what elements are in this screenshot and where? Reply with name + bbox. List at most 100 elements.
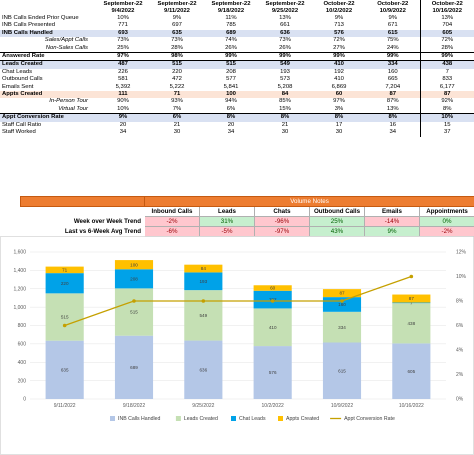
y-tick-label: 800 <box>18 323 27 329</box>
kpi-cell: 6% <box>204 105 258 115</box>
kpi-cell: 34 <box>389 129 397 136</box>
kpi-cell: 99% <box>204 52 258 62</box>
volume-notes-region: Volume Notes Inbound Calls Leads Chats Outb… <box>20 196 474 237</box>
y2-tick-label: 8% <box>456 299 464 305</box>
kpi-cell: 472 <box>172 76 182 83</box>
kpi-cell: 99% <box>419 52 474 62</box>
conversion-rate-line <box>64 275 412 327</box>
bar-chat-leads <box>392 302 431 304</box>
kpi-cell: 7,204 <box>385 83 401 90</box>
y-tick-label: 1,400 <box>13 268 26 274</box>
kpi-row-label: INB Calls Presented <box>2 22 56 29</box>
volume-notes-column-header: Emails <box>364 206 420 217</box>
kpi-week-header: September-22 9/11/2022 <box>150 0 204 15</box>
kpi-cell: 72% <box>419 37 474 45</box>
volume-notes-trend-cell: -96% <box>254 216 310 227</box>
volume-notes-trend-cell: -97% <box>254 226 310 237</box>
kpi-week-header: September-22 9/4/2022 <box>96 0 150 15</box>
y2-tick-label: 2% <box>456 372 464 378</box>
legend-label: Appts Created <box>286 416 319 422</box>
legend-label: Chat Leads <box>239 416 266 422</box>
kpi-cell: 13% <box>279 15 291 21</box>
kpi-cell: 5,208 <box>277 83 293 90</box>
y2-tick-label: 12% <box>456 250 467 256</box>
kpi-row-label: Leads Created <box>0 60 96 69</box>
kpi-row: Virtual Tour 10% 7% 6% 15% 3% 13% 8% <box>0 105 474 115</box>
kpi-cell: 665 <box>387 76 398 83</box>
kpi-cell: 73% <box>171 37 183 44</box>
kpi-week-month: September-22 <box>103 0 143 7</box>
bar-data-label: 515 <box>130 310 138 315</box>
kpi-table: September-22 9/4/2022 September-22 9/11/202… <box>0 0 474 137</box>
kpi-cell: 100 <box>204 91 258 99</box>
volume-notes-trend-cell: 0% <box>418 216 474 227</box>
kpi-cell: 30 <box>173 129 181 136</box>
kpi-cell: 5,392 <box>115 83 131 90</box>
kpi-row-label: Chat Leads <box>2 68 33 75</box>
kpi-cell: 15% <box>258 105 312 115</box>
kpi-cell: 192 <box>334 68 344 75</box>
kpi-week-date: 9/4/2022 <box>111 7 135 14</box>
volume-chart: 0 200 400 600 800 1,000 1,200 1,400 1,600 0% 2% 4% 6… <box>0 236 474 455</box>
kpi-cell: 785 <box>226 22 236 29</box>
kpi-cell: 27% <box>312 44 366 54</box>
x-tick-label: 9/18/2022 <box>123 403 145 409</box>
kpi-cell: 8% <box>366 113 420 122</box>
volume-notes-column-header: Outbound Calls <box>309 206 365 217</box>
kpi-cell: 15 <box>419 121 474 130</box>
kpi-cell: 73% <box>279 37 291 44</box>
kpi-row: Appt Conversion Rate 9% 6% 8% 8% 8% 8% 10% <box>0 113 474 122</box>
kpi-cell: 410 <box>312 60 366 69</box>
kpi-cell: 693 <box>96 29 150 38</box>
kpi-week-month: September-22 <box>265 0 305 7</box>
kpi-cell: 111 <box>96 91 150 99</box>
kpi-cell: 92% <box>419 98 474 106</box>
bar-data-label: 208 <box>130 276 138 281</box>
bar-leads-created <box>184 290 223 341</box>
kpi-cell: 37 <box>419 129 474 137</box>
legend-swatch <box>278 416 283 421</box>
kpi-cell: 334 <box>366 60 420 69</box>
volume-notes-column-header: Inbound Calls <box>144 206 200 217</box>
kpi-cell: 5,841 <box>223 83 239 90</box>
kpi-cell: 84 <box>258 91 312 99</box>
kpi-week-date: 9/25/2022 <box>271 7 299 14</box>
kpi-week-date: 10/2/2022 <box>325 7 353 14</box>
bar-data-label: 87 <box>409 296 415 301</box>
kpi-cell: 17 <box>335 121 343 128</box>
kpi-cell: 635 <box>150 29 204 38</box>
volume-notes-trend-cell: 25% <box>309 216 365 227</box>
kpi-cell: 6,869 <box>331 83 347 90</box>
kpi-header-blank <box>0 0 96 15</box>
kpi-week-header: September-22 9/18/2022 <box>204 0 258 15</box>
kpi-row: Staff Call Ratio 20 21 20 21 17 16 15 <box>0 121 474 130</box>
bar-appts-created <box>114 260 154 270</box>
kpi-week-date: 10/16/2022 <box>432 7 462 14</box>
volume-notes-title: Volume Notes <box>143 196 474 207</box>
bar-data-label: 576 <box>269 370 277 375</box>
kpi-cell: 10% <box>117 15 129 21</box>
kpi-cell: 94% <box>225 98 237 105</box>
volume-notes-column-header: Chats <box>254 206 310 217</box>
kpi-week-date: 10/9/2022 <box>379 7 406 14</box>
volume-notes-trend-row: Last vs 6-Week Avg Trend -6% -5% -97% 43% 9% -… <box>20 226 474 237</box>
bar-data-label: 689 <box>130 365 138 370</box>
kpi-row-label: Staff Worked <box>2 129 36 136</box>
kpi-cell: 25% <box>96 44 150 54</box>
kpi-cell: 576 <box>312 29 366 38</box>
kpi-cell: 689 <box>204 29 258 38</box>
volume-notes-spacer <box>20 206 145 217</box>
kpi-cell: 99% <box>258 52 312 62</box>
bar-appts-created <box>184 264 223 273</box>
kpi-cell: 28% <box>150 44 204 54</box>
bar-chat-leads <box>45 273 84 294</box>
bar-inb-calls-handled <box>322 342 362 399</box>
bar-leads-created <box>114 288 154 336</box>
kpi-cell: 5,222 <box>169 83 185 90</box>
kpi-cell: 74% <box>225 37 237 44</box>
kpi-cell: 410 <box>334 76 344 83</box>
kpi-cell: 16 <box>389 121 397 128</box>
kpi-row-label: Appt Conversion Rate <box>0 113 96 122</box>
kpi-cell: 20 <box>227 121 235 128</box>
y-tick-label: 1,200 <box>13 286 26 292</box>
